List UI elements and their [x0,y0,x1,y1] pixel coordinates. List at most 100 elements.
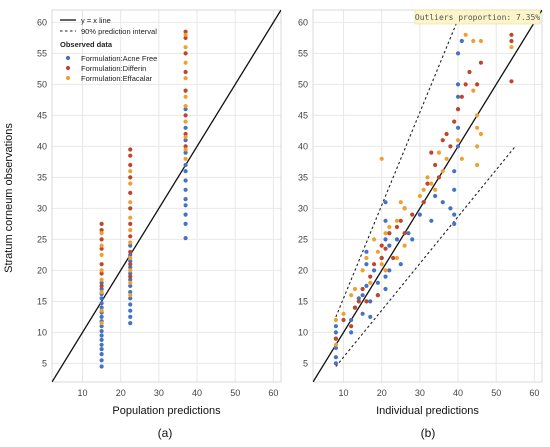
data-point [433,187,438,192]
data-point [398,262,403,267]
data-point [183,69,188,75]
data-point [448,144,453,149]
data-point [356,296,361,301]
data-point [99,324,104,329]
data-point [436,175,442,180]
y-tick-label: 35 [37,172,47,182]
data-point [452,212,457,217]
data-point [183,45,188,50]
data-point [99,314,104,319]
data-point [333,336,338,341]
y-tick-label: 25 [298,234,308,244]
identity-line [313,10,542,382]
data-point [99,337,104,342]
legend-series-label: Formulation:Effacalar [81,74,153,83]
panel-a: 10 20 30 40 50 60 5 10 15 20 25 30 35 40 45 50 55 60 Popul… [37,9,282,440]
data-point [394,218,400,223]
data-point [360,268,365,273]
data-point [183,107,188,112]
data-point [128,321,133,326]
data-point [364,249,369,254]
data-point [99,290,104,295]
x-tick-label: 20 [116,388,126,398]
data-point [383,274,388,279]
data-point [360,286,365,292]
data-point [183,35,188,41]
plot-area [52,10,281,382]
data-point [452,119,457,124]
data-point [99,329,104,334]
data-point [475,82,480,87]
data-point [128,308,133,313]
data-point [99,308,104,313]
data-point [509,45,514,50]
data-point [452,187,457,192]
data-point [475,144,480,149]
outliers-box [414,9,541,25]
data-point [128,215,133,220]
data-point [183,212,188,217]
data-point [128,228,133,233]
data-point [444,156,449,161]
data-point [333,345,338,350]
data-point [475,162,480,168]
data-point [183,113,188,118]
x-tick-label: 50 [491,388,501,398]
data-point [99,283,104,288]
data-point [333,324,338,329]
data-point [425,175,430,180]
x-tick-label: 30 [415,388,425,398]
data-point [375,249,380,254]
data-point [452,169,457,174]
legend-swatch [65,65,71,71]
data-point [371,262,377,267]
data-point [183,162,188,168]
y-tick-label: 10 [37,327,47,337]
series-effacalar [99,32,188,326]
data-point [99,221,104,226]
data-point [333,342,338,347]
data-point [455,138,461,143]
identity-line [52,10,281,382]
data-point [128,200,133,205]
data-point [99,268,104,273]
data-point [183,125,188,130]
data-point [429,181,434,186]
data-point [459,94,464,99]
data-point [183,187,188,192]
data-point [383,286,388,292]
data-point [99,321,104,326]
data-point [452,221,457,226]
y-tick-label: 5 [303,358,308,368]
data-point [440,200,445,205]
x-tick-label: 30 [154,388,164,398]
data-point [183,135,188,140]
data-point [99,243,104,248]
panel-caption: (a) [158,426,173,440]
data-point [128,274,133,279]
data-point [406,231,411,236]
data-point [371,268,377,273]
y-tick-label: 10 [298,327,308,337]
data-point [360,293,365,298]
data-point [183,32,188,37]
data-point [379,255,384,261]
plot-area [313,10,542,382]
data-point [99,296,104,301]
data-point [368,299,373,304]
data-point [333,361,338,366]
data-point [421,187,426,192]
data-point [128,249,133,254]
data-point [356,299,361,304]
data-point [128,175,133,180]
data-point [368,280,373,285]
y-tick-label: 20 [298,265,308,275]
prediction-interval-line [335,146,516,367]
data-point [387,231,392,236]
panel-caption: (b) [421,426,436,440]
data-point [402,231,407,236]
data-point [417,212,422,217]
data-point [183,169,188,174]
data-point [99,277,104,282]
